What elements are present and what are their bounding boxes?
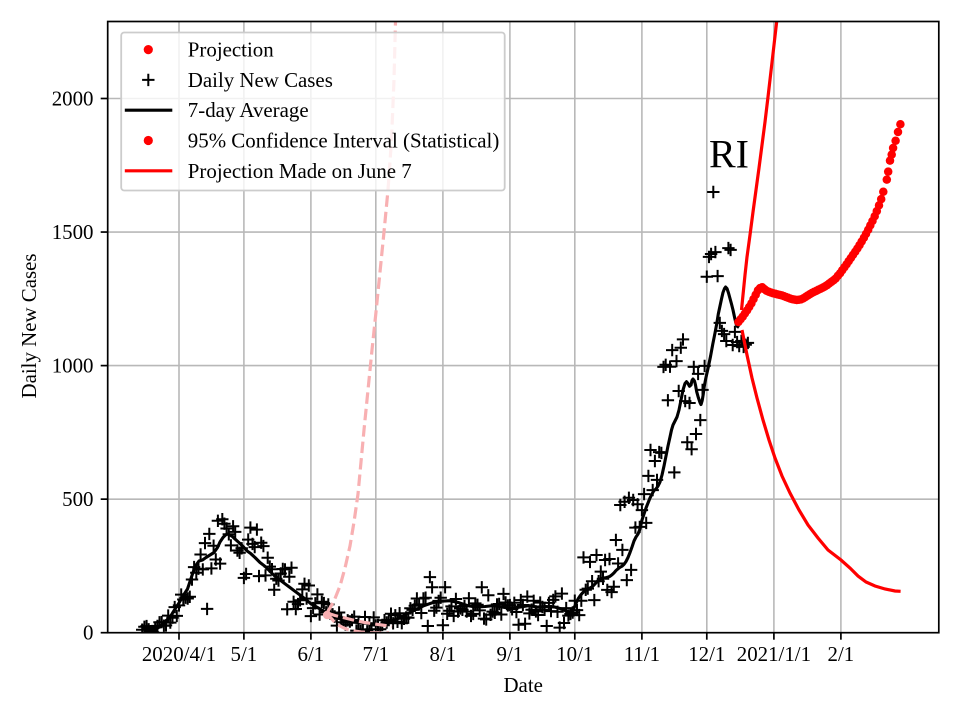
svg-text:Date: Date (503, 673, 542, 697)
svg-text:Daily New Cases: Daily New Cases (188, 68, 333, 92)
svg-text:2021/1/1: 2021/1/1 (737, 642, 811, 666)
svg-text:95% Confidence Interval (Stati: 95% Confidence Interval (Statistical) (188, 129, 500, 153)
svg-text:RI: RI (709, 132, 749, 177)
svg-text:8/1: 8/1 (430, 642, 457, 666)
svg-text:Daily New Cases: Daily New Cases (17, 253, 41, 398)
svg-text:10/1: 10/1 (556, 642, 593, 666)
svg-text:Projection: Projection (188, 38, 274, 62)
svg-text:1000: 1000 (52, 354, 94, 378)
svg-text:2000: 2000 (52, 87, 94, 111)
svg-text:9/1: 9/1 (497, 642, 524, 666)
svg-text:2020/4/1: 2020/4/1 (142, 642, 216, 666)
svg-text:500: 500 (62, 487, 93, 511)
svg-text:11/1: 11/1 (624, 642, 660, 666)
svg-text:Projection Made on June 7: Projection Made on June 7 (188, 159, 412, 183)
svg-text:7/1: 7/1 (362, 642, 389, 666)
svg-text:0: 0 (83, 621, 93, 645)
svg-text:5/1: 5/1 (231, 642, 258, 666)
svg-text:1500: 1500 (52, 220, 94, 244)
svg-text:7-day Average: 7-day Average (188, 98, 309, 122)
svg-text:12/1: 12/1 (688, 642, 725, 666)
svg-text:6/1: 6/1 (298, 642, 325, 666)
svg-text:2/1: 2/1 (828, 642, 855, 666)
